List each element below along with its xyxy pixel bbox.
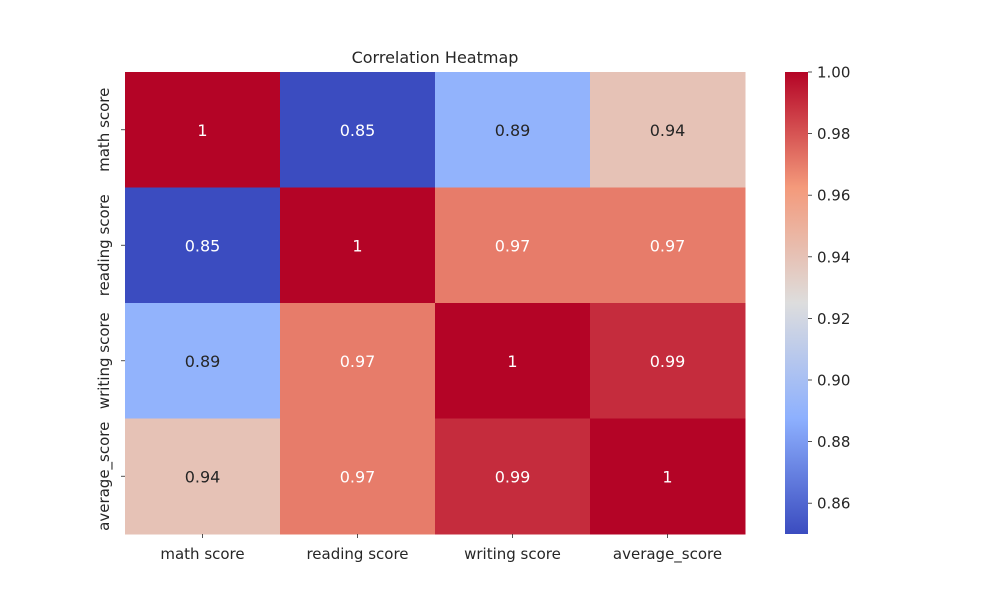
cell-label-3-1: 0.97 — [340, 467, 376, 486]
heatmap-cell-3-1 — [280, 418, 436, 535]
cell-label-0-1: 0.85 — [340, 121, 376, 140]
heatmap-cell-0-3 — [590, 72, 746, 188]
colorbar-tick-label-6: 0.98 — [817, 125, 850, 143]
colorbar-tick-label-2: 0.90 — [817, 372, 850, 390]
heatmap-cell-0-2 — [435, 72, 591, 188]
x-tick-label-2: writing score — [464, 545, 561, 563]
cell-label-2-0: 0.89 — [185, 352, 221, 371]
y-axis-tick-labels: math score reading score writing score aver… — [95, 88, 125, 531]
colorbar-gradient — [785, 72, 808, 534]
y-tick-label-2: writing score — [95, 312, 113, 409]
colorbar-tick-label-1: 0.88 — [817, 433, 850, 451]
cell-label-1-0: 0.85 — [185, 236, 221, 255]
heatmap-cell-2-2 — [435, 303, 591, 419]
cell-label-1-1: 1 — [352, 236, 362, 255]
cell-label-1-2: 0.97 — [495, 236, 531, 255]
heatmap-cell-1-1 — [280, 187, 436, 304]
heatmap-cell-3-3 — [590, 418, 746, 535]
heatmap-cell-3-0 — [125, 418, 281, 535]
colorbar-tick-label-3: 0.92 — [817, 310, 850, 328]
cell-label-3-2: 0.99 — [495, 467, 531, 486]
colorbar-tick-label-7: 1.00 — [817, 64, 850, 82]
colorbar-tick-label-5: 0.96 — [817, 187, 850, 205]
x-tick-label-3: average_score — [613, 545, 722, 564]
heatmap-cell-2-1 — [280, 303, 436, 419]
colorbar-tick-label-0: 0.86 — [817, 495, 850, 513]
heatmap-cell-1-3 — [590, 187, 746, 304]
y-tick-label-1: reading score — [95, 194, 113, 296]
colorbar: 0.86 0.88 0.90 0.92 0.94 0.96 0.98 1.00 — [785, 64, 850, 534]
cell-label-2-1: 0.97 — [340, 352, 376, 371]
cell-label-1-3: 0.97 — [650, 236, 686, 255]
heatmap-cell-2-0 — [125, 303, 281, 419]
heatmap-cell-1-2 — [435, 187, 591, 304]
x-axis-tick-labels: math score reading score writing score aver… — [160, 534, 722, 564]
cell-label-0-2: 0.89 — [495, 121, 531, 140]
y-tick-label-3: average_score — [95, 422, 114, 531]
heatmap-cell-2-3 — [590, 303, 746, 419]
heatmap-cell-1-0 — [125, 187, 281, 304]
heatmap-cell-0-0 — [125, 72, 281, 188]
cell-label-2-3: 0.99 — [650, 352, 686, 371]
cell-label-0-0: 1 — [197, 121, 207, 140]
y-tick-label-0: math score — [95, 88, 113, 172]
x-tick-label-0: math score — [160, 545, 244, 563]
cell-label-2-2: 1 — [507, 352, 517, 371]
cell-label-0-3: 0.94 — [650, 121, 686, 140]
x-tick-label-1: reading score — [306, 545, 408, 563]
chart-title: Correlation Heatmap — [352, 48, 519, 67]
heatmap-cell-0-1 — [280, 72, 436, 188]
cell-label-3-0: 0.94 — [185, 467, 221, 486]
heatmap-cell-3-2 — [435, 418, 591, 535]
heatmap-cells: 1 0.85 0.89 0.94 0.85 1 0.97 0.97 0.89 0.97 1 0.99 0… — [125, 72, 746, 535]
cell-label-3-3: 1 — [662, 467, 672, 486]
colorbar-tick-label-4: 0.94 — [817, 248, 850, 266]
